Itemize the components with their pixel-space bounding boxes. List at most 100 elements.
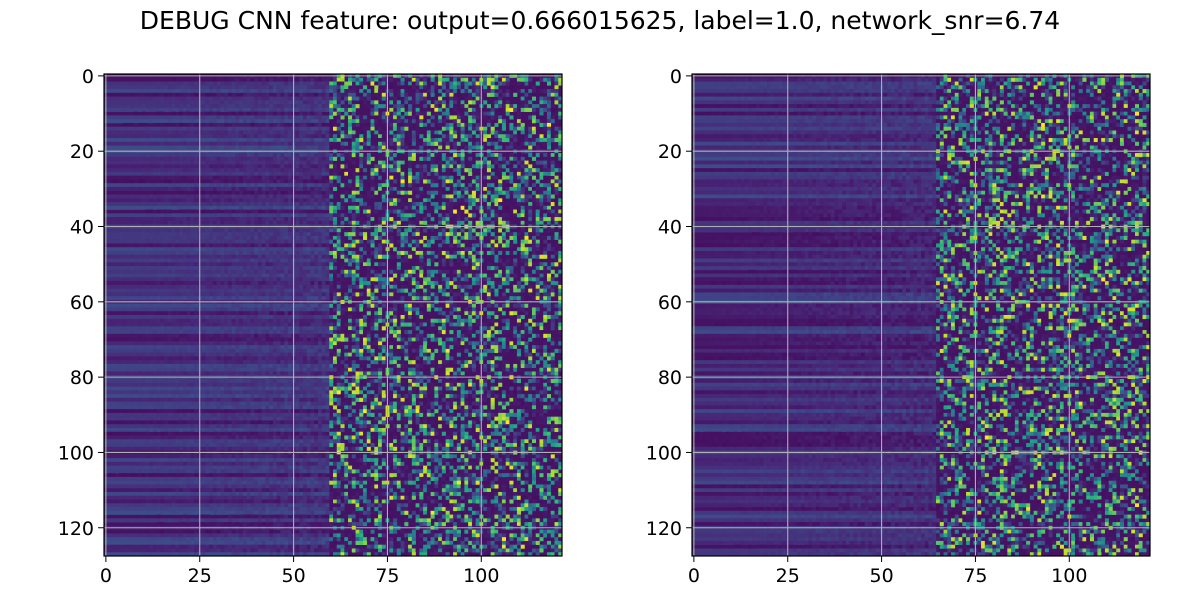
heatmap-cell xyxy=(179,104,183,108)
heatmap-cell xyxy=(457,78,461,82)
heatmap-cell xyxy=(250,127,254,131)
heatmap-cell xyxy=(213,78,217,82)
heatmap-cell xyxy=(142,89,146,93)
heatmap-cell xyxy=(446,93,450,97)
heatmap-cell xyxy=(374,108,378,112)
heatmap-cell xyxy=(194,153,198,157)
heatmap-cell xyxy=(502,104,506,108)
heatmap-cell xyxy=(307,123,311,127)
heatmap-cell xyxy=(461,97,465,101)
heatmap-cell xyxy=(307,138,311,142)
heatmap-cell xyxy=(172,119,176,123)
heatmap-cell xyxy=(299,97,303,101)
heatmap-cell xyxy=(352,97,356,101)
heatmap-cell xyxy=(337,138,341,142)
heatmap-cell xyxy=(408,123,412,127)
heatmap-cell xyxy=(123,142,127,146)
heatmap-cell xyxy=(307,100,311,104)
heatmap-cell xyxy=(160,108,164,112)
heatmap-cell xyxy=(476,85,480,89)
heatmap-cell xyxy=(551,138,555,142)
heatmap-cell xyxy=(314,112,318,116)
heatmap-cell xyxy=(217,134,221,138)
heatmap-cell xyxy=(468,127,472,131)
heatmap-cell xyxy=(329,93,333,97)
heatmap-cell xyxy=(472,89,476,93)
heatmap-cell xyxy=(524,82,528,86)
heatmap-cell xyxy=(153,130,157,134)
heatmap-cell xyxy=(239,100,243,104)
heatmap-cell xyxy=(183,157,187,161)
heatmap-cell xyxy=(491,146,495,150)
heatmap-cell xyxy=(172,112,176,116)
heatmap-cell xyxy=(187,127,191,131)
heatmap-cell xyxy=(344,89,348,93)
heatmap-cell xyxy=(108,82,112,86)
heatmap-cell xyxy=(130,130,134,134)
heatmap-cell xyxy=(408,78,412,82)
heatmap-cell xyxy=(250,85,254,89)
heatmap-cell xyxy=(412,138,416,142)
heatmap-cell xyxy=(412,93,416,97)
heatmap-cell xyxy=(134,97,138,101)
heatmap-cell xyxy=(277,108,281,112)
heatmap-cell xyxy=(318,93,322,97)
heatmap-cell xyxy=(217,112,221,116)
heatmap-cell xyxy=(299,108,303,112)
heatmap-cell xyxy=(119,104,123,108)
heatmap-cell xyxy=(318,112,322,116)
heatmap-cell xyxy=(412,142,416,146)
heatmap-cell xyxy=(175,127,179,131)
heatmap-cell xyxy=(554,89,558,93)
heatmap-cell xyxy=(543,100,547,104)
heatmap-cell xyxy=(442,93,446,97)
heatmap-cell xyxy=(382,112,386,116)
heatmap-cell xyxy=(472,82,476,86)
heatmap-cell xyxy=(183,108,187,112)
heatmap-cell xyxy=(138,153,142,157)
heatmap-cell xyxy=(434,97,438,101)
heatmap-cell xyxy=(224,89,228,93)
heatmap-cell xyxy=(393,142,397,146)
heatmap-cell xyxy=(461,104,465,108)
heatmap-cell xyxy=(341,153,345,157)
heatmap-cell xyxy=(547,115,551,119)
heatmap-cell xyxy=(284,82,288,86)
heatmap-cell xyxy=(224,157,228,161)
heatmap-cell xyxy=(273,85,277,89)
heatmap-cell xyxy=(468,115,472,119)
heatmap-cell xyxy=(123,134,127,138)
heatmap-cell xyxy=(416,82,420,86)
heatmap-cell xyxy=(179,89,183,93)
heatmap-cell xyxy=(138,100,142,104)
heatmap-cell xyxy=(468,157,472,161)
heatmap-cell xyxy=(468,97,472,101)
heatmap-cell xyxy=(446,157,450,161)
heatmap-cell xyxy=(164,146,168,150)
heatmap-cell xyxy=(521,157,525,161)
heatmap-cell xyxy=(194,89,198,93)
heatmap-cell xyxy=(153,153,157,157)
heatmap-cell xyxy=(115,142,119,146)
heatmap-cell xyxy=(205,89,209,93)
heatmap-cell xyxy=(532,138,536,142)
heatmap-cell xyxy=(434,112,438,116)
heatmap-cell xyxy=(494,112,498,116)
heatmap-cell xyxy=(262,146,266,150)
heatmap-cell xyxy=(310,112,314,116)
heatmap-cell xyxy=(190,89,194,93)
heatmap-cell xyxy=(378,89,382,93)
heatmap-cell xyxy=(506,112,510,116)
heatmap-cell xyxy=(509,93,513,97)
heatmap-cell xyxy=(194,142,198,146)
heatmap-cell xyxy=(532,108,536,112)
heatmap-cell xyxy=(521,97,525,101)
heatmap-cell xyxy=(404,93,408,97)
heatmap-cell xyxy=(352,85,356,89)
heatmap-cell xyxy=(498,134,502,138)
heatmap-cell xyxy=(250,104,254,108)
heatmap-cell xyxy=(265,115,269,119)
heatmap-cell xyxy=(209,115,213,119)
heatmap-cell xyxy=(202,153,206,157)
heatmap-cell xyxy=(554,78,558,82)
